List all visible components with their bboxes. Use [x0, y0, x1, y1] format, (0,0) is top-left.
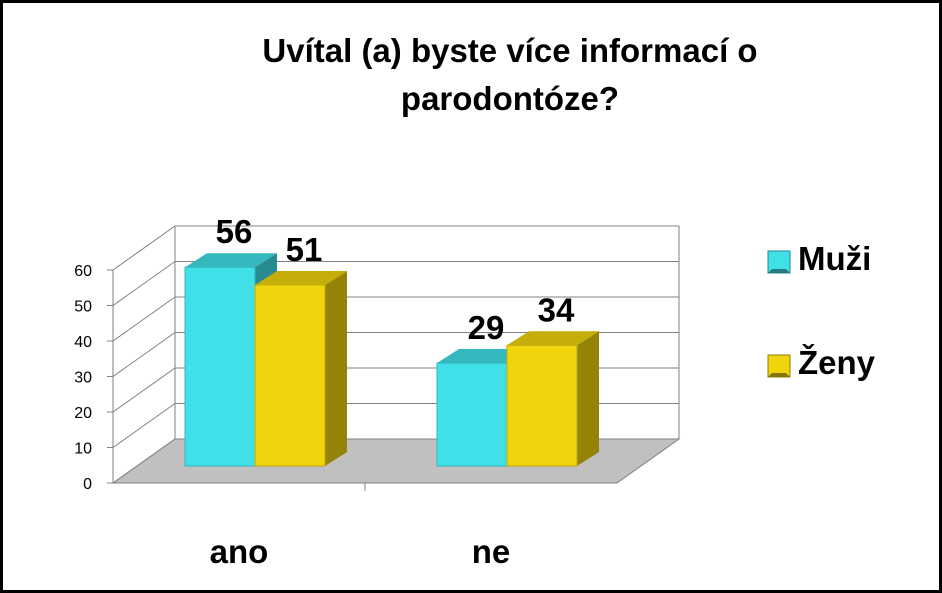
gridline-side [112, 367, 176, 413]
y-tick-label: 0 [83, 476, 92, 493]
gridline-side [112, 261, 176, 306]
gridline-side [112, 332, 176, 377]
data-label: 34 [538, 291, 575, 328]
y-tick-label: 30 [74, 370, 92, 387]
data-label: 51 [286, 231, 323, 268]
legend-swatch-shade [768, 269, 790, 273]
x-category-label: ano [210, 533, 269, 570]
y-tick-label: 40 [74, 334, 92, 351]
bar-top [255, 270, 347, 285]
x-category-label: ne [472, 533, 511, 570]
data-label: 29 [468, 309, 505, 346]
y-tick-label: 10 [74, 441, 92, 458]
bar-side [577, 331, 599, 466]
bar-top [185, 253, 277, 268]
legend-swatch-shade [768, 373, 790, 377]
gridline-side [112, 438, 176, 484]
bar-side [325, 270, 347, 466]
bar [254, 284, 326, 467]
y-tick-label: 60 [74, 263, 92, 280]
chart-title-line: parodontóze? [401, 80, 619, 117]
gridline-side [112, 225, 176, 271]
gridline-side [112, 403, 176, 448]
legend-label: Ženy [798, 344, 876, 381]
chart-title-line: Uvítal (a) byste více informací o [262, 32, 757, 69]
legend-label: Muži [798, 240, 871, 277]
y-tick-label: 50 [74, 299, 92, 316]
gridline-side [112, 296, 176, 342]
bar [436, 362, 508, 467]
y-tick-label: 20 [74, 405, 92, 422]
bar [506, 344, 578, 467]
bar-top [507, 331, 599, 346]
data-label: 56 [216, 213, 253, 250]
bar-top [437, 349, 529, 364]
bar [184, 266, 256, 467]
